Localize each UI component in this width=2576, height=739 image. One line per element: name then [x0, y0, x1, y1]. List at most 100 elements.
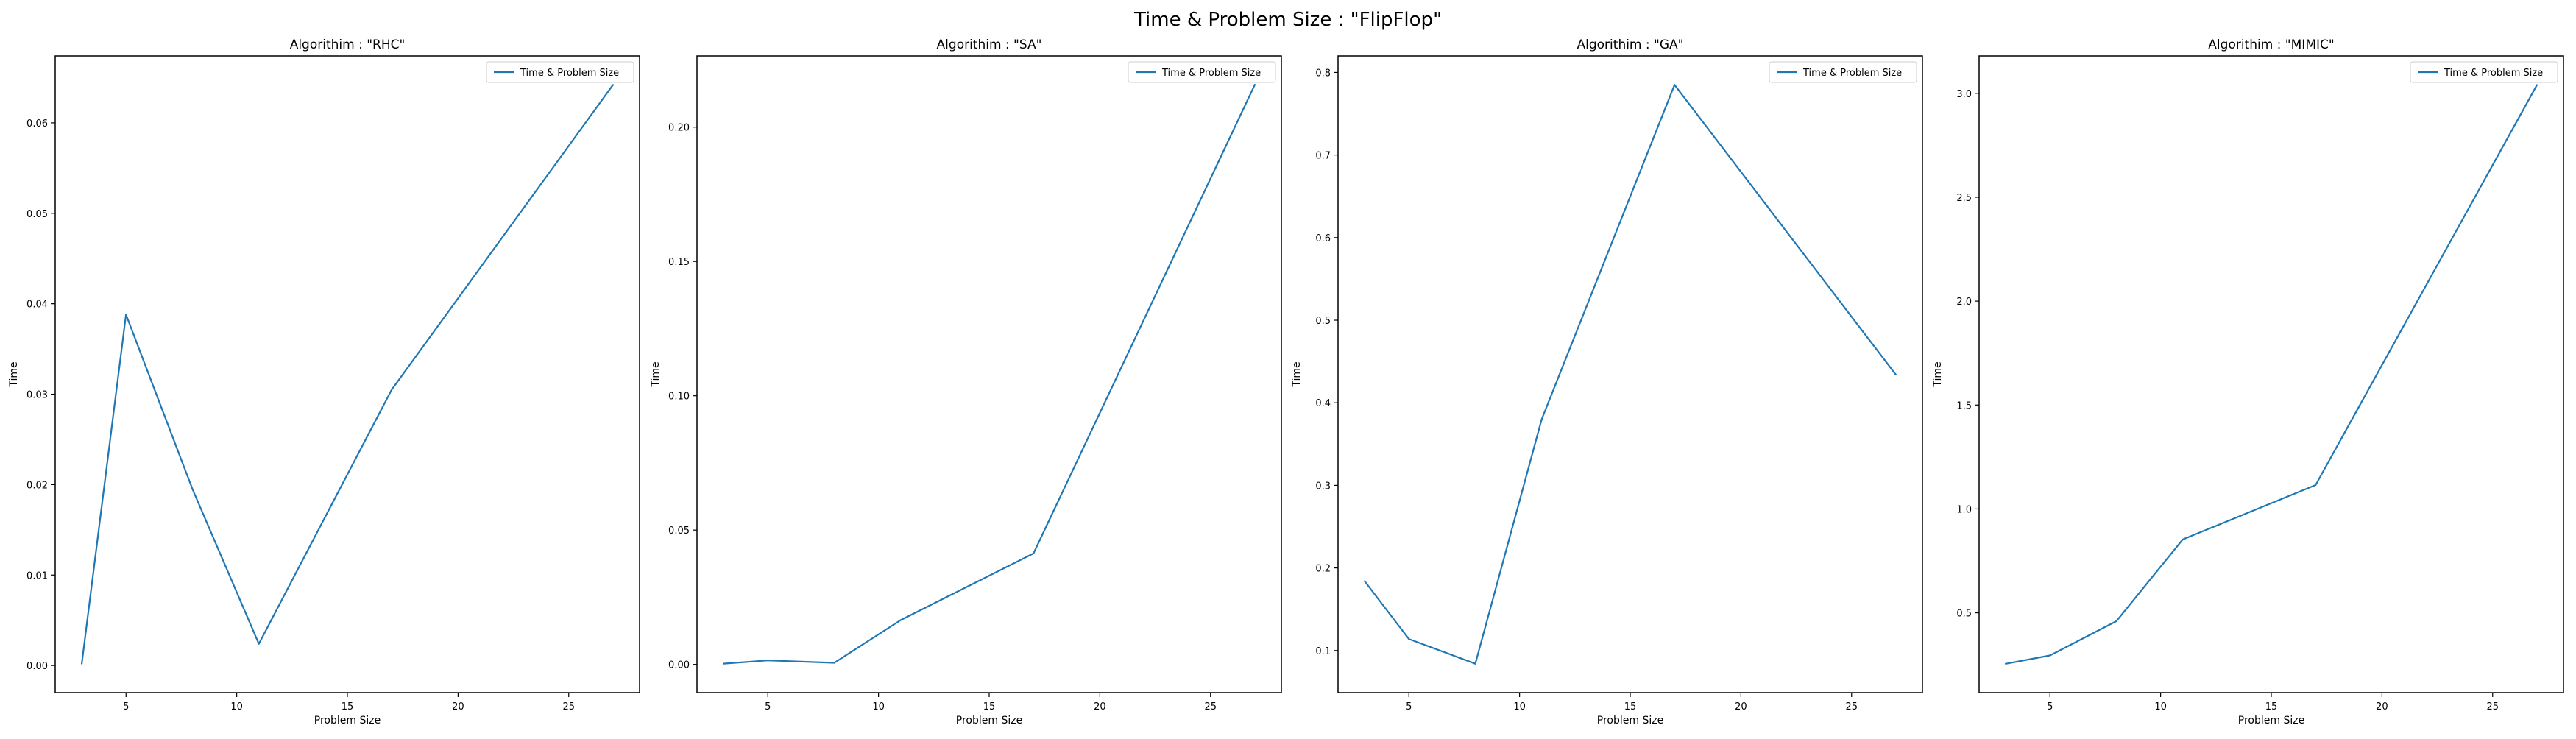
x-tick-label: 5: [765, 701, 771, 713]
y-tick-label: 0.02: [26, 480, 48, 491]
data-point: [2004, 662, 2007, 665]
x-tick-label: 10: [2154, 701, 2167, 713]
series-line: [723, 84, 1256, 665]
x-tick-label: 15: [1624, 701, 1637, 713]
x-tick-label: 10: [872, 701, 885, 713]
y-tick-label: 2.5: [1956, 193, 1972, 204]
data-point: [2049, 654, 2051, 657]
y-tick-label: 0.05: [26, 209, 48, 220]
y-tick-label: 1.5: [1956, 400, 1972, 411]
data-point: [80, 662, 83, 665]
y-axis-label: Time: [650, 361, 662, 387]
y-tick-label: 0.6: [1315, 233, 1331, 244]
x-tick-label: 20: [1094, 701, 1106, 713]
legend: Time & Problem Size: [486, 61, 634, 83]
x-tick-label: 25: [562, 701, 575, 713]
legend-box: [2410, 61, 2558, 83]
x-tick-label: 15: [983, 701, 996, 713]
data-point: [391, 389, 393, 391]
y-tick-label: 0.8: [1315, 68, 1331, 79]
x-tick-label: 5: [123, 701, 129, 713]
data-point: [1253, 83, 1256, 86]
x-tick-label: 20: [452, 701, 464, 713]
y-tick-label: 0.01: [26, 570, 48, 581]
legend: Time & Problem Size: [2410, 61, 2558, 83]
y-tick-label: 0.3: [1315, 481, 1331, 492]
subplot-1: Algorithim : "RHC" 5 10 15 20 25 0.00 0.01 0.02 0…: [8, 38, 640, 726]
subplot-title: Algorithim : "MIMIC": [2208, 38, 2334, 52]
y-tick-label: 0.5: [1315, 316, 1331, 327]
legend-label: Time & Problem Size: [520, 68, 619, 79]
subplot-4: Algorithim : "MIMIC" 5 10 15 20 25 0.5 1.0 1.5 2.…: [1932, 38, 2564, 726]
y-tick-label: 0.5: [1956, 609, 1972, 620]
x-axis-label: Problem Size: [956, 715, 1022, 726]
data-point: [722, 662, 725, 665]
subplot-title: Algorithim : "RHC": [290, 38, 406, 52]
axes-frame: [696, 55, 1282, 693]
data-point: [2536, 84, 2538, 86]
data-point: [1474, 662, 1476, 665]
y-axis-label: Time: [1932, 361, 1944, 387]
y-tick-label: 0.05: [668, 526, 690, 537]
y-tick-label: 2.0: [1956, 297, 1972, 308]
data-point: [899, 619, 902, 621]
data-point: [125, 314, 127, 316]
y-tick-label: 0.03: [26, 390, 48, 401]
x-tick-label: 25: [1204, 701, 1217, 713]
x-tick-label: 5: [2047, 701, 2053, 713]
y-tick-label: 0.00: [668, 660, 690, 671]
legend-box: [486, 61, 634, 83]
y-tick-label: 1.0: [1956, 504, 1972, 515]
data-point: [1408, 637, 1410, 640]
data-point: [258, 643, 260, 645]
y-tick-label: 0.06: [26, 119, 48, 130]
subplot-2: Algorithim : "SA" 5 10 15 20 25 0.00 0.05 0.10 0.…: [650, 38, 1282, 726]
axes-frame: [1978, 55, 2564, 693]
x-tick-label: 15: [2265, 701, 2278, 713]
data-point: [2315, 484, 2317, 487]
series-line: [2005, 84, 2538, 665]
y-tick-label: 0.04: [26, 300, 48, 311]
figure-title: Time & Problem Size : "FlipFlop": [1133, 9, 1443, 31]
data-point: [833, 662, 835, 664]
x-axis-label: Problem Size: [1597, 715, 1663, 726]
y-tick-label: 0.7: [1315, 151, 1331, 162]
data-point: [1363, 580, 1366, 582]
x-tick-label: 25: [1845, 701, 1858, 713]
data-point: [2115, 620, 2117, 622]
legend-label: Time & Problem Size: [2444, 68, 2543, 79]
y-tick-label: 0.2: [1315, 564, 1331, 575]
y-tick-label: 0.10: [668, 392, 690, 403]
legend-box: [1769, 61, 1917, 83]
legend: Time & Problem Size: [1769, 61, 1917, 83]
x-tick-label: 25: [2486, 701, 2499, 713]
axes-frame: [54, 55, 640, 693]
subplot-3: Algorithim : "GA" 5 10 15 20 25 0.1 0.2 0.3 0.4 0.…: [1291, 38, 1923, 726]
x-tick-label: 20: [1735, 701, 1747, 713]
data-point: [612, 84, 615, 86]
y-axis-label: Time: [1291, 361, 1303, 387]
x-tick-label: 10: [1513, 701, 1526, 713]
legend-box: [1128, 61, 1276, 83]
data-point: [1894, 373, 1897, 376]
data-point: [1540, 418, 1543, 420]
y-axis-label: Time: [8, 361, 20, 387]
y-tick-label: 0.15: [668, 257, 690, 268]
data-point: [2182, 538, 2184, 541]
y-tick-label: 0.4: [1315, 398, 1331, 409]
x-tick-label: 20: [2376, 701, 2388, 713]
x-axis-label: Problem Size: [314, 715, 381, 726]
x-tick-label: 10: [230, 701, 243, 713]
y-tick-label: 0.00: [26, 661, 48, 672]
series-line: [1364, 84, 1897, 665]
x-axis-label: Problem Size: [2238, 715, 2304, 726]
x-tick-label: 5: [1406, 701, 1412, 713]
y-tick-label: 0.1: [1315, 646, 1331, 657]
data-point: [191, 488, 194, 490]
legend-label: Time & Problem Size: [1161, 68, 1261, 79]
y-tick-label: 3.0: [1956, 89, 1972, 100]
subplot-title: Algorithim : "SA": [937, 38, 1042, 52]
x-tick-label: 15: [342, 701, 354, 713]
